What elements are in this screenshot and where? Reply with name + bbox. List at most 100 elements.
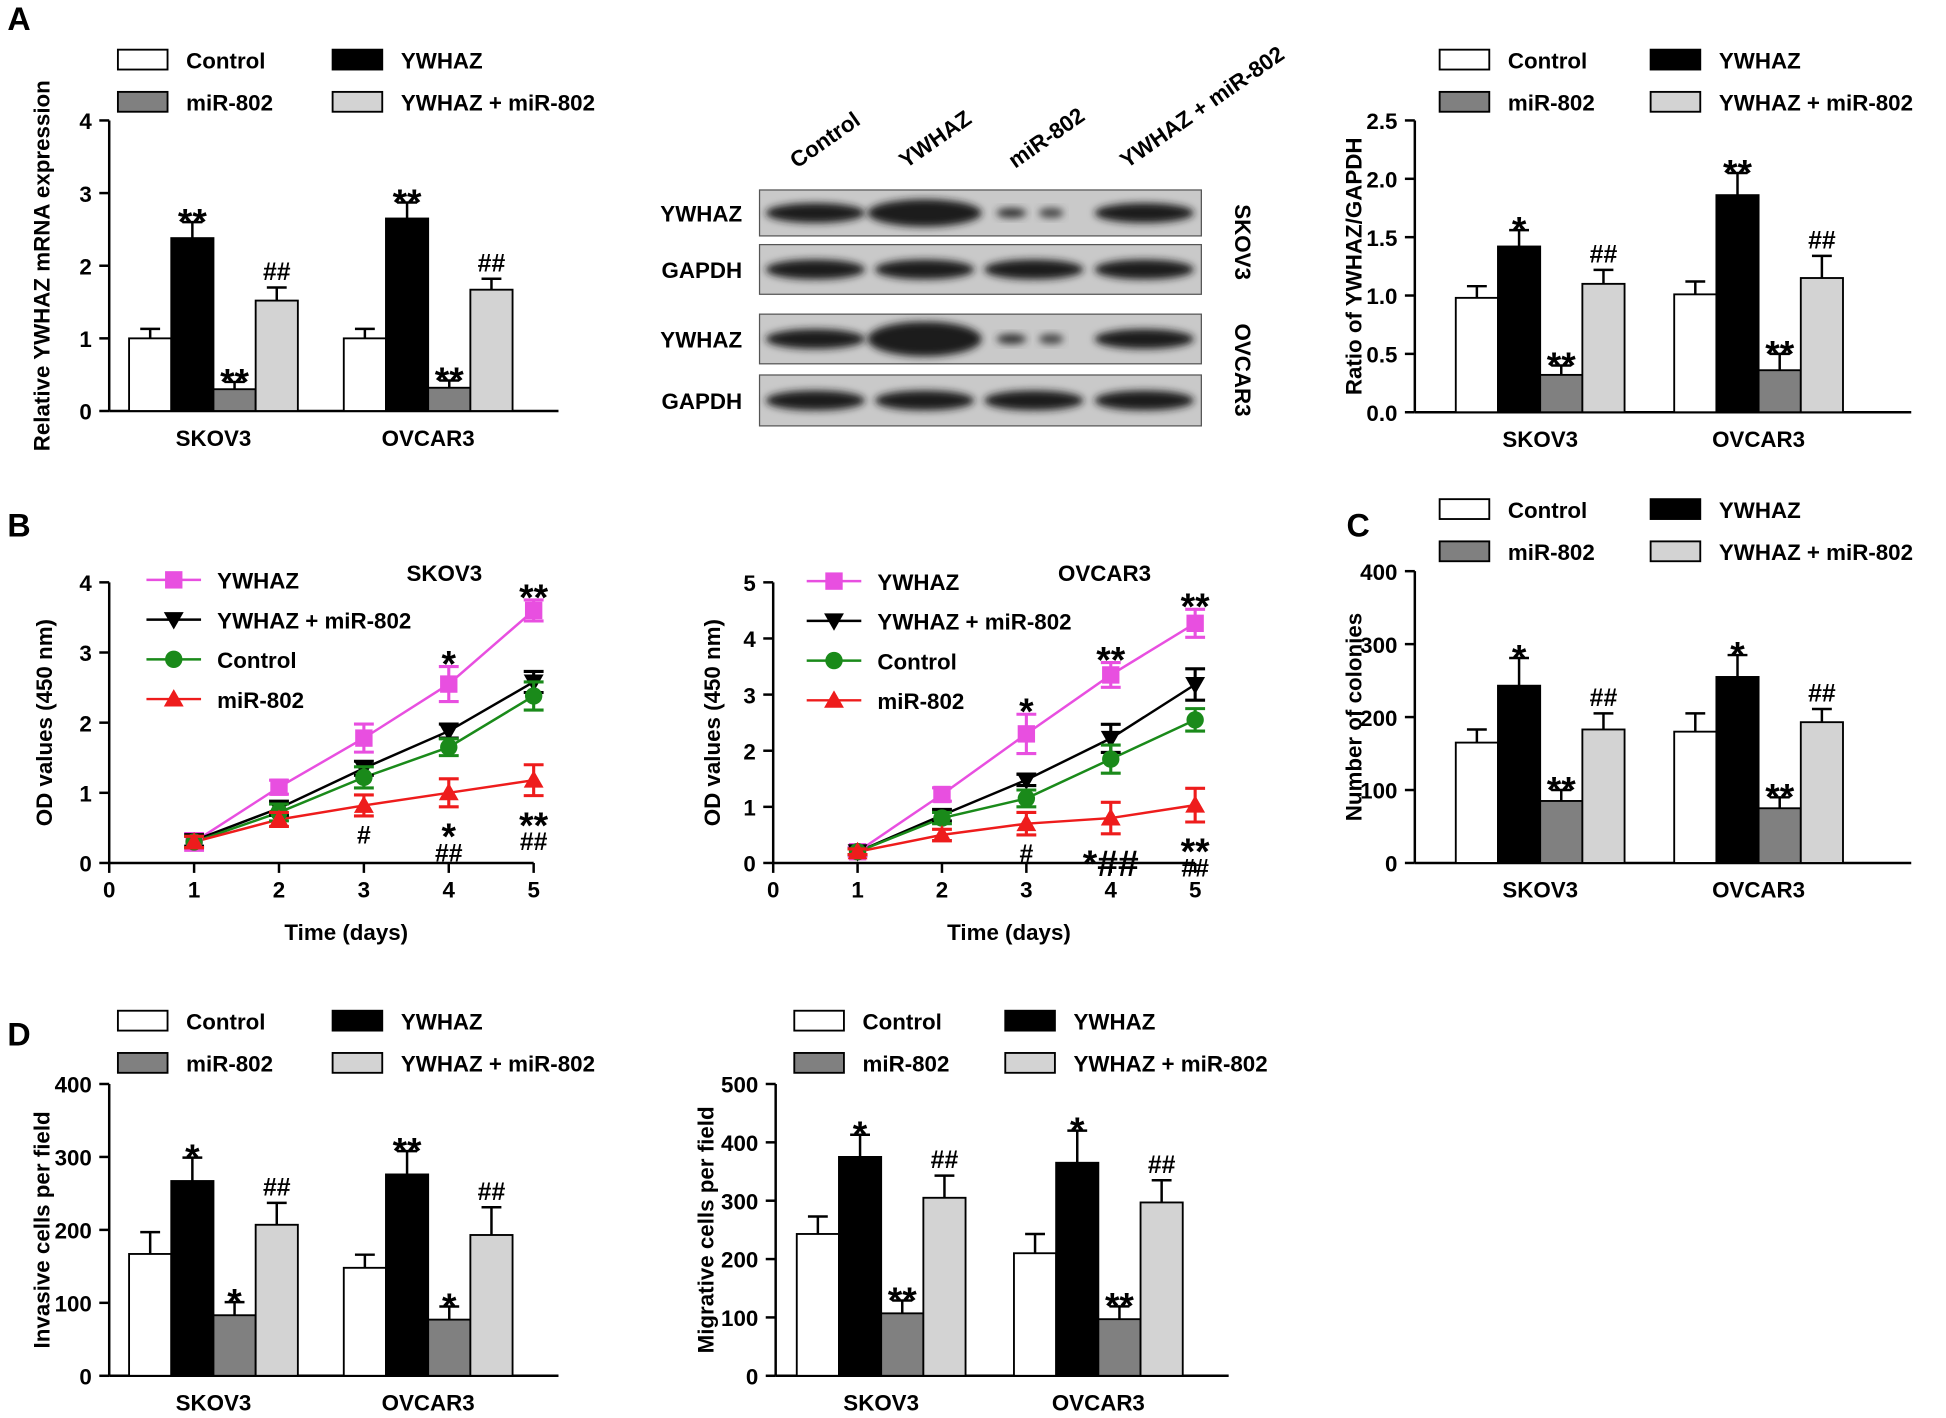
bar xyxy=(469,1234,514,1377)
annotation: ## xyxy=(263,259,291,286)
x-tick-label: OVCAR3 xyxy=(1712,427,1805,452)
bar xyxy=(385,217,430,412)
y-tick-label: 2.0 xyxy=(1366,167,1397,192)
bar xyxy=(1673,730,1718,864)
y-axis-label: OD values (450 nm) xyxy=(700,619,725,826)
legend-label: Control xyxy=(217,648,296,673)
x-tick-label: SKOV3 xyxy=(176,426,252,451)
y-tick-label: 2 xyxy=(743,739,755,764)
x-tick-label: OVCAR3 xyxy=(382,426,475,451)
marker xyxy=(270,778,288,796)
y-axis-label: Invasive cells per field xyxy=(30,1111,55,1348)
annotation: ## xyxy=(478,1179,506,1206)
y-axis-label: Number of colonies xyxy=(1341,613,1366,821)
bar xyxy=(128,337,173,412)
y-tick-label: 5 xyxy=(743,571,755,596)
bar xyxy=(880,1312,925,1377)
bar xyxy=(254,299,299,412)
legend-label: Control xyxy=(877,649,956,674)
blot-band xyxy=(1094,203,1194,223)
marker xyxy=(932,824,952,843)
annotation: * xyxy=(1070,1109,1085,1151)
x-tick-label: 1 xyxy=(851,878,863,903)
bar xyxy=(1581,728,1626,864)
bar xyxy=(170,1180,215,1377)
blot-band xyxy=(984,390,1084,411)
annotation: * xyxy=(442,1285,457,1327)
annotation: ** xyxy=(1181,585,1210,627)
annotation: ** xyxy=(888,1279,917,1321)
bar xyxy=(1539,800,1584,864)
y-tick-label: 0 xyxy=(1385,852,1397,877)
y-tick-label: 1 xyxy=(79,782,91,807)
bar xyxy=(1097,1318,1142,1377)
blot-band xyxy=(765,390,866,411)
y-tick-label: 4 xyxy=(79,571,92,596)
marker xyxy=(355,768,373,787)
bar xyxy=(1013,1252,1058,1377)
x-axis-label: Time (days) xyxy=(284,920,408,945)
x-tick-label: 4 xyxy=(443,878,456,903)
bar xyxy=(128,1253,173,1377)
x-tick-label: 0 xyxy=(767,878,779,903)
blot-band xyxy=(1094,259,1194,280)
marker xyxy=(355,729,373,747)
legend-label: miR-802 xyxy=(1508,91,1595,116)
x-tick-label: SKOV3 xyxy=(843,1391,919,1416)
x-tick-label: 3 xyxy=(358,878,370,903)
x-tick-label: 5 xyxy=(1189,878,1201,903)
legend-swatch xyxy=(116,90,169,113)
y-tick-label: 2 xyxy=(79,711,91,736)
y-tick-label: 200 xyxy=(721,1248,758,1273)
legend-marker xyxy=(824,613,844,631)
legend-swatch xyxy=(1438,48,1491,71)
panel-label: C xyxy=(1347,507,1370,543)
y-axis-label: OD values (450 nm) xyxy=(32,619,57,826)
panel-label: D xyxy=(7,1016,30,1052)
x-tick-label: 2 xyxy=(273,878,285,903)
marker xyxy=(524,687,543,705)
legend-label: YWHAZ + miR-802 xyxy=(1719,540,1913,565)
bar xyxy=(1139,1201,1184,1377)
blot-lane-label: YWHAZ xyxy=(895,106,976,173)
marker xyxy=(353,795,374,813)
blot-band xyxy=(765,259,866,280)
blot-band xyxy=(996,207,1027,218)
bar xyxy=(342,337,387,412)
annotation: ** xyxy=(435,359,464,401)
blot-cell-line: OVCAR3 xyxy=(1230,323,1255,416)
x-tick-label: 2 xyxy=(936,878,948,903)
bar xyxy=(1497,684,1542,864)
y-tick-label: 1.5 xyxy=(1366,226,1397,251)
legend-label: Control xyxy=(863,1009,942,1034)
annotation: ** xyxy=(519,804,548,846)
legend-label: miR-802 xyxy=(877,689,964,714)
bar xyxy=(1454,741,1499,864)
annotation: ** xyxy=(519,576,548,618)
legend-swatch xyxy=(331,48,384,71)
marker xyxy=(1185,795,1206,813)
bar xyxy=(1454,296,1499,414)
chart-title: SKOV3 xyxy=(406,561,482,586)
y-tick-label: 1 xyxy=(743,796,755,821)
legend-label: miR-802 xyxy=(186,1052,273,1077)
annotation: ## xyxy=(1590,685,1618,712)
blot-row-label: GAPDH xyxy=(662,389,743,414)
blot-band xyxy=(867,321,982,357)
chart-title: OVCAR3 xyxy=(1058,561,1151,586)
annotation: ** xyxy=(220,360,249,402)
legend-swatch xyxy=(116,48,169,71)
y-tick-label: 4 xyxy=(79,109,92,134)
legend-label: YWHAZ + miR-802 xyxy=(1074,1052,1268,1077)
blot-lane-label: Control xyxy=(785,107,864,173)
legend-label: Control xyxy=(1508,48,1587,73)
annotation: * xyxy=(1730,633,1745,675)
legend-label: Control xyxy=(1508,498,1587,523)
legend-label: YWHAZ xyxy=(401,1009,483,1034)
bar xyxy=(1055,1161,1100,1377)
annotation: ** xyxy=(1723,151,1752,193)
y-tick-label: 100 xyxy=(721,1306,758,1331)
legend-swatch xyxy=(1649,498,1702,520)
annotation: ## xyxy=(1148,1152,1176,1179)
legend-swatch xyxy=(1649,540,1702,563)
